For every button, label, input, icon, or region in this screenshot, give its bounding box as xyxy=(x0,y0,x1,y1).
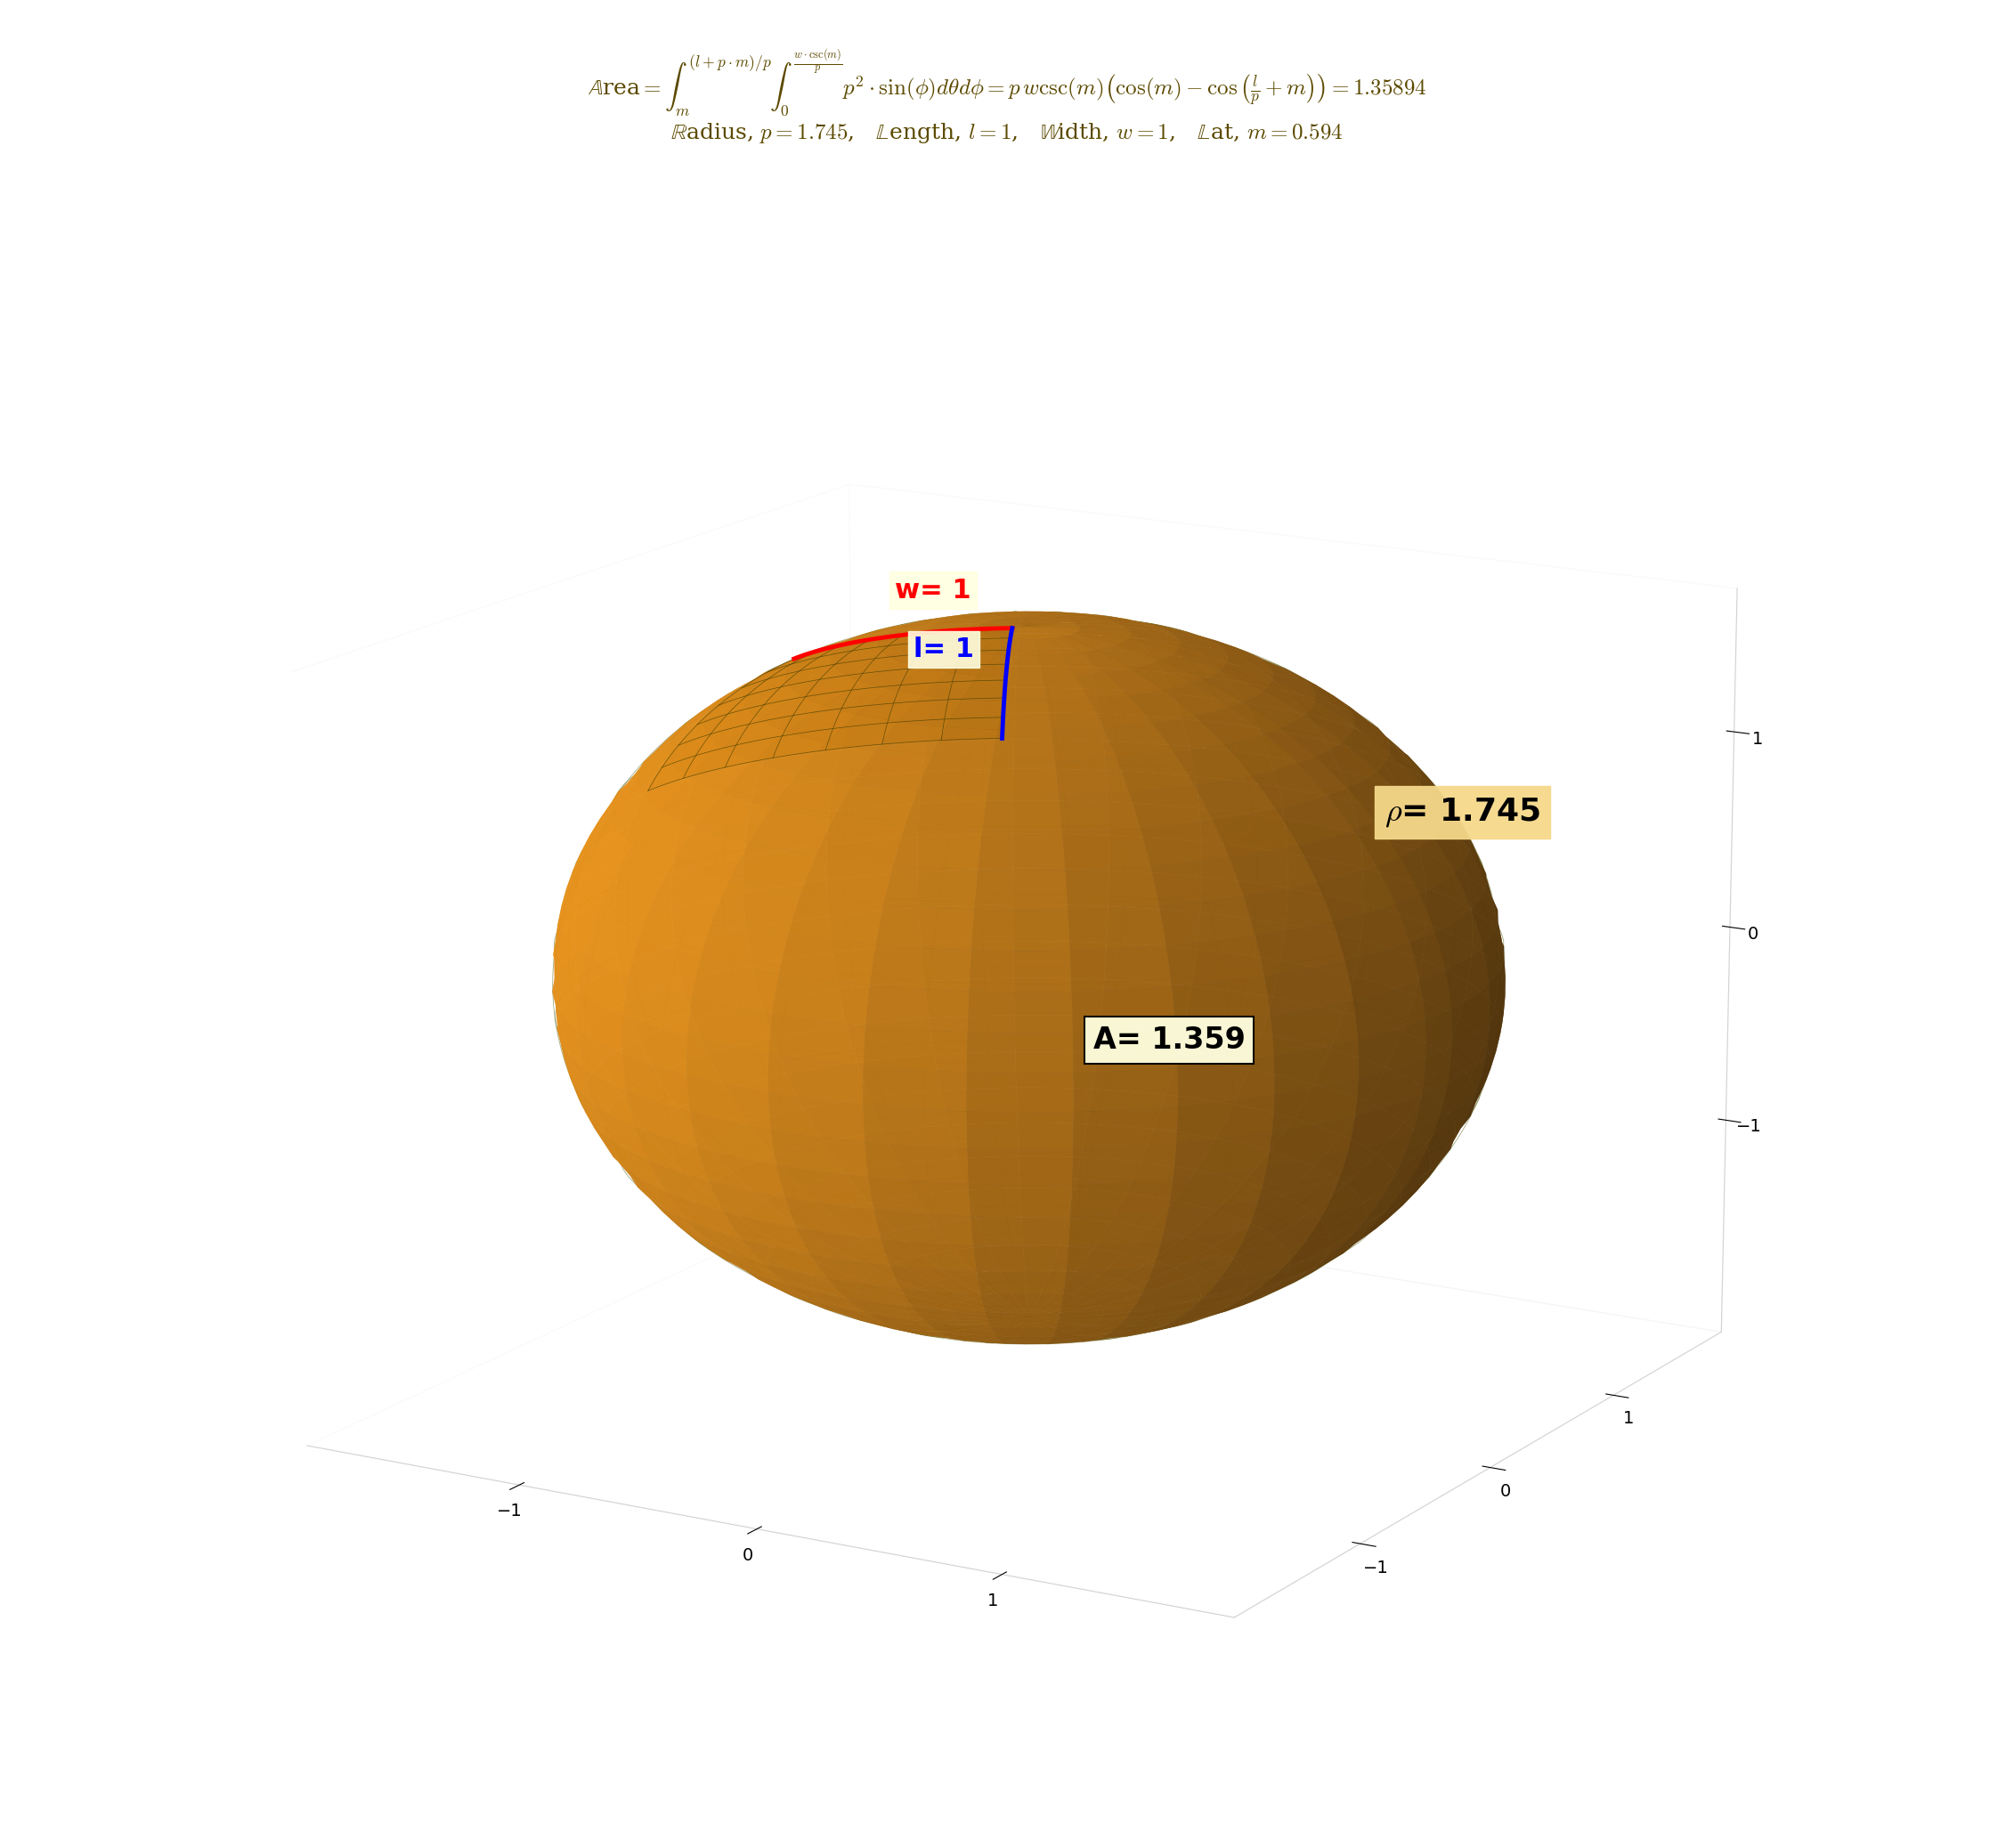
Text: $\mathbb{R}$adius, $p=1.745$,   $\mathbb{L}$ength, $l=1$,   $\mathbb{W}$idth, $w: $\mathbb{R}$adius, $p=1.745$, $\mathbb{L… xyxy=(671,120,1343,146)
Text: $\mathbb{A}$rea$=\int_{m}^{(l+p\cdot m)/p}\int_{0}^{\frac{w\cdot\csc(m)}{p}} $$p: $\mathbb{A}$rea$=\int_{m}^{(l+p\cdot m)/… xyxy=(588,48,1426,118)
